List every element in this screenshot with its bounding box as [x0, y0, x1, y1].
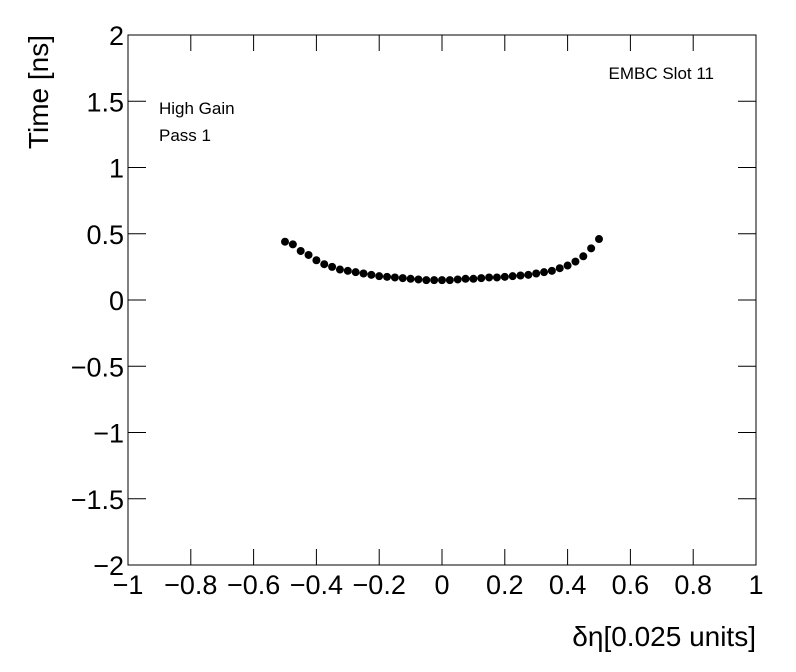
x-tick-label: 0: [434, 570, 449, 600]
point: [375, 272, 384, 281]
point: [453, 275, 462, 284]
point: [383, 272, 392, 281]
point: [304, 250, 313, 259]
point: [516, 271, 525, 280]
point: [414, 275, 423, 284]
point: [461, 274, 470, 283]
x-tick-label: −0.2: [353, 570, 406, 600]
x-tick-label: 0.8: [674, 570, 712, 600]
point: [328, 262, 337, 271]
annotation: EMBC Slot 11: [608, 64, 714, 83]
y-tick-label: −1.5: [71, 485, 124, 515]
x-tick-label: −0.8: [164, 570, 217, 600]
point: [296, 246, 305, 255]
point: [492, 273, 501, 282]
x-tick-label: −1: [113, 570, 144, 600]
x-tick-label: −0.6: [227, 570, 280, 600]
point: [547, 266, 556, 275]
point: [406, 274, 415, 283]
point: [398, 274, 407, 283]
point: [579, 252, 588, 261]
point: [430, 276, 439, 285]
y-tick-label: 0: [109, 286, 124, 316]
x-tick-label: −0.4: [290, 570, 343, 600]
point: [500, 272, 509, 281]
point: [343, 266, 352, 275]
x-tick-label: 0.6: [612, 570, 650, 600]
y-axis-label: Time [ns]: [23, 35, 54, 149]
point: [359, 269, 368, 278]
y-tick-label: 0.5: [86, 220, 124, 250]
point: [532, 269, 541, 278]
point: [422, 276, 431, 285]
y-tick-label: 1.5: [86, 87, 124, 117]
point: [555, 264, 564, 273]
point: [508, 272, 517, 281]
point: [587, 244, 596, 253]
point: [563, 261, 572, 270]
x-tick-label: 0.4: [549, 570, 587, 600]
point: [477, 274, 486, 283]
x-tick-label: 0.2: [486, 570, 524, 600]
point: [595, 235, 603, 244]
point: [524, 270, 533, 279]
y-tick-label: 2: [109, 21, 124, 51]
point: [445, 276, 454, 285]
x-axis-label: δη[0.025 units]: [572, 621, 756, 652]
y-tick-label: 1: [109, 154, 124, 184]
point: [320, 260, 329, 269]
point: [571, 257, 580, 266]
point: [390, 273, 399, 282]
point: [351, 268, 360, 277]
point: [288, 240, 297, 249]
x-tick-label: 1: [748, 570, 763, 600]
y-tick-label: −2: [93, 551, 124, 581]
point: [469, 274, 478, 283]
point: [540, 268, 549, 277]
point: [312, 256, 321, 265]
y-tick-label: −1: [93, 419, 124, 449]
point: [367, 270, 376, 279]
annotation: High Gain: [159, 99, 235, 118]
annotation: Pass 1: [159, 126, 211, 145]
y-tick-label: −0.5: [71, 352, 124, 382]
point: [438, 276, 446, 285]
point: [335, 265, 344, 274]
point: [281, 237, 289, 246]
point: [485, 273, 494, 282]
